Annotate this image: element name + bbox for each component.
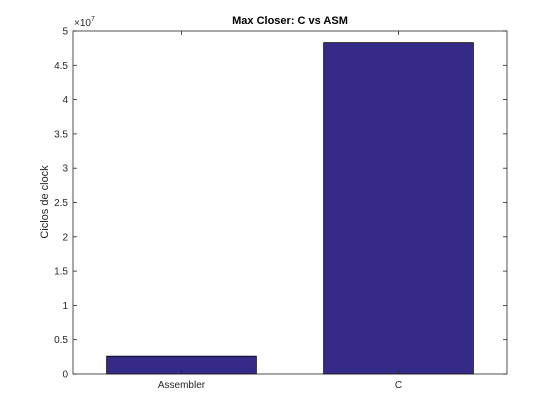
y-axis-exponent: ×107 [74, 16, 95, 29]
y-tick-label: 2.5 [54, 198, 68, 209]
x-tick-label: C [395, 380, 402, 391]
y-tick-label: 5 [62, 27, 68, 38]
y-tick-label: 3.5 [54, 129, 68, 140]
y-tick-label: 3 [62, 164, 68, 175]
y-exponent-power: 7 [91, 16, 95, 23]
y-ticks-group: 0 0.5 1 1.5 2 2.5 3 3.5 4 4.5 5 [54, 27, 507, 381]
y-tick-label: 0 [62, 370, 68, 381]
chart-title: Max Closer: C vs ASM [232, 15, 348, 27]
bar-c [323, 42, 474, 375]
y-tick-label: 1.5 [54, 267, 68, 278]
x-ticks-group: Assembler C [158, 31, 402, 391]
y-tick-label: 2 [62, 232, 68, 243]
x-tick-label: Assembler [158, 380, 206, 391]
y-exponent-base: ×10 [74, 18, 91, 29]
y-tick-label: 1 [62, 301, 68, 312]
y-tick-label: 4.5 [54, 61, 68, 72]
y-tick-label: 0.5 [54, 335, 68, 346]
bars-group [106, 42, 474, 375]
y-tick-label: 4 [62, 95, 68, 106]
y-axis-label: Ciclos de clock [39, 165, 51, 239]
axes-box [72, 30, 508, 375]
